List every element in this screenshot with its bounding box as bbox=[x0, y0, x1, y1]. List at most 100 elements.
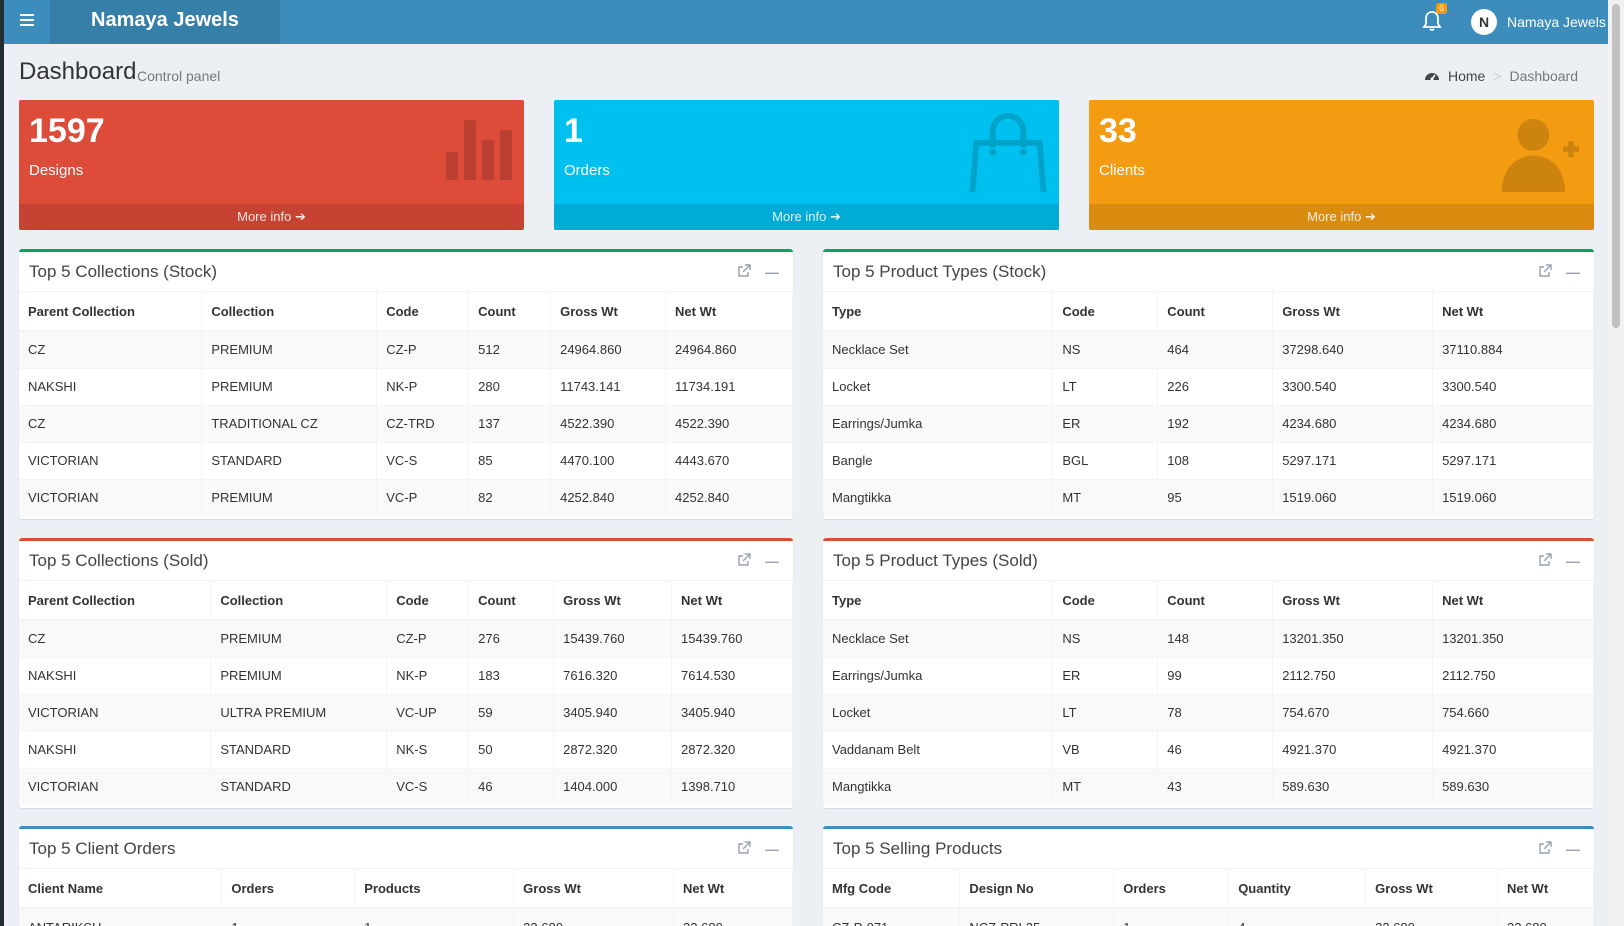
table-cell: ER bbox=[1052, 404, 1159, 442]
table-cell: CZ-P bbox=[376, 330, 470, 368]
collections-stock-panel: Top 5 Collections (Stock) — Parent Collect… bbox=[19, 249, 793, 519]
column-header[interactable]: Code bbox=[386, 581, 470, 621]
panel-header: Top 5 Client Orders — bbox=[19, 829, 793, 869]
panel-tools: — bbox=[1538, 841, 1580, 857]
panel-title: Top 5 Product Types (Stock) bbox=[833, 262, 1047, 281]
table-cell: 192 bbox=[1157, 404, 1274, 442]
external-link-icon[interactable] bbox=[1538, 553, 1552, 567]
table-cell: LT bbox=[1052, 367, 1159, 405]
table-cell: Earrings/Jumka bbox=[823, 656, 1054, 694]
table-cell: 1398.710 bbox=[671, 767, 793, 805]
clients-label: Clients bbox=[1099, 162, 1145, 179]
column-header[interactable]: Net Wt bbox=[665, 292, 793, 332]
scrollbar-thumb[interactable] bbox=[1612, 4, 1620, 328]
column-header[interactable]: Gross Wt bbox=[553, 581, 673, 621]
column-header[interactable]: Orders bbox=[1113, 869, 1230, 909]
bell-icon[interactable] bbox=[1422, 10, 1442, 32]
column-header[interactable]: Mfg Code bbox=[823, 869, 961, 909]
table-cell: 1 bbox=[1113, 907, 1230, 926]
column-header[interactable]: Net Wt bbox=[673, 869, 793, 909]
designs-more-info-link[interactable]: More info ➔ bbox=[19, 204, 524, 230]
table-cell: 4443.670 bbox=[665, 441, 793, 479]
table-cell: 95 bbox=[1157, 478, 1274, 516]
brand-logo[interactable]: Namaya Jewels bbox=[50, 0, 280, 44]
orders-more-info-link[interactable]: More info ➔ bbox=[554, 204, 1059, 230]
table-cell: 4522.390 bbox=[550, 404, 667, 442]
table-cell: 4921.370 bbox=[1272, 730, 1434, 768]
table-cell: 4522.390 bbox=[665, 404, 793, 442]
designs-label: Designs bbox=[29, 162, 84, 179]
table-cell: 4252.840 bbox=[665, 478, 793, 516]
external-link-icon[interactable] bbox=[737, 264, 751, 278]
arrow-circle-right-icon: ➔ bbox=[294, 209, 306, 224]
user-plus-icon bbox=[1501, 118, 1579, 192]
more-info-label: More info bbox=[237, 209, 292, 224]
minus-icon[interactable]: — bbox=[1566, 841, 1580, 857]
column-header[interactable]: Parent Collection bbox=[19, 581, 212, 621]
table-cell: 78 bbox=[1157, 693, 1274, 731]
page-scrollbar[interactable] bbox=[1608, 0, 1624, 926]
table-cell: 108 bbox=[1157, 441, 1274, 479]
column-header[interactable]: Code bbox=[376, 292, 470, 332]
column-header[interactable]: Net Wt bbox=[1497, 869, 1594, 909]
column-header[interactable]: Parent Collection bbox=[19, 292, 203, 332]
column-header[interactable]: Net Wt bbox=[1432, 292, 1594, 332]
table-cell: VC-S bbox=[376, 441, 470, 479]
table-cell: VICTORIAN bbox=[19, 767, 212, 805]
external-link-icon[interactable] bbox=[1538, 841, 1552, 855]
minus-icon[interactable]: — bbox=[765, 841, 779, 857]
column-header[interactable]: Design No bbox=[959, 869, 1115, 909]
minus-icon[interactable]: — bbox=[1566, 264, 1580, 280]
table-cell: 512 bbox=[468, 330, 552, 368]
table-cell: Necklace Set bbox=[823, 619, 1054, 657]
external-link-icon[interactable] bbox=[737, 553, 751, 567]
column-header[interactable]: Gross Wt bbox=[550, 292, 667, 332]
table-cell: NK-P bbox=[386, 656, 470, 694]
column-header[interactable]: Net Wt bbox=[1432, 581, 1594, 621]
column-header[interactable]: Orders bbox=[221, 869, 356, 909]
column-header[interactable]: Code bbox=[1052, 581, 1159, 621]
column-header[interactable]: Count bbox=[468, 292, 552, 332]
column-header[interactable]: Type bbox=[823, 581, 1054, 621]
table-cell: 1519.060 bbox=[1272, 478, 1434, 516]
panel-title: Top 5 Collections (Sold) bbox=[29, 551, 209, 570]
notification-badge: 0 bbox=[1436, 3, 1447, 14]
column-header[interactable]: Count bbox=[468, 581, 555, 621]
column-header[interactable]: Net Wt bbox=[671, 581, 793, 621]
table-cell: 50 bbox=[468, 730, 555, 768]
table-cell: 2112.750 bbox=[1432, 656, 1594, 694]
column-header[interactable]: Collection bbox=[210, 581, 388, 621]
panel-tools: — bbox=[1538, 553, 1580, 569]
table-cell: 46 bbox=[468, 767, 555, 805]
table-row: CZ PREMIUM CZ-P 276 15439.760 15439.760 bbox=[19, 619, 793, 657]
column-header[interactable]: Products bbox=[354, 869, 515, 909]
column-header[interactable]: Gross Wt bbox=[1272, 292, 1434, 332]
sidebar-toggle-button[interactable] bbox=[4, 0, 50, 44]
table-row: VICTORIAN STANDARD VC-S 85 4470.100 4443.670 bbox=[19, 441, 793, 479]
breadcrumb-home-link[interactable]: Home bbox=[1447, 68, 1486, 84]
column-header[interactable]: Gross Wt bbox=[1272, 581, 1434, 621]
column-header[interactable]: Collection bbox=[201, 292, 378, 332]
minus-icon[interactable]: — bbox=[765, 553, 779, 569]
table-cell: 1519.060 bbox=[1432, 478, 1594, 516]
bars-icon bbox=[20, 14, 34, 26]
table-cell: CZ bbox=[19, 404, 203, 442]
column-header[interactable]: Count bbox=[1157, 292, 1274, 332]
table-row: Necklace Set NS 464 37298.640 37110.884 bbox=[823, 330, 1594, 368]
clients-more-info-link[interactable]: More info ➔ bbox=[1089, 204, 1594, 230]
external-link-icon[interactable] bbox=[1538, 264, 1552, 278]
minus-icon[interactable]: — bbox=[1566, 553, 1580, 569]
column-header[interactable]: Gross Wt bbox=[1365, 869, 1498, 909]
minus-icon[interactable]: — bbox=[765, 264, 779, 280]
column-header[interactable]: Gross Wt bbox=[513, 869, 675, 909]
column-header[interactable]: Code bbox=[1052, 292, 1159, 332]
table-cell: 280 bbox=[468, 367, 552, 405]
external-link-icon[interactable] bbox=[737, 841, 751, 855]
column-header[interactable]: Count bbox=[1157, 581, 1274, 621]
table-row: NAKSHI PREMIUM NK-P 183 7616.320 7614.530 bbox=[19, 656, 793, 694]
column-header[interactable]: Type bbox=[823, 292, 1054, 332]
user-menu[interactable]: N Namaya Jewels bbox=[1471, 6, 1606, 38]
column-header[interactable]: Client Name bbox=[19, 869, 223, 909]
column-header[interactable]: Quantity bbox=[1228, 869, 1367, 909]
